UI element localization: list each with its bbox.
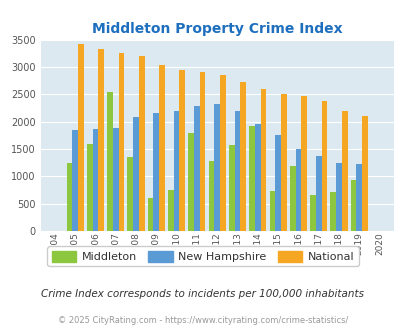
- Bar: [139, 56, 144, 231]
- Bar: [147, 198, 153, 231]
- Bar: [98, 49, 104, 231]
- Bar: [179, 70, 185, 231]
- Bar: [228, 145, 234, 231]
- Bar: [280, 94, 286, 231]
- Bar: [234, 111, 240, 231]
- Bar: [260, 89, 266, 231]
- Bar: [214, 104, 220, 231]
- Bar: [350, 180, 356, 231]
- Bar: [107, 91, 113, 231]
- Bar: [341, 111, 347, 231]
- Bar: [87, 144, 92, 231]
- Bar: [173, 111, 179, 231]
- Bar: [240, 82, 245, 231]
- Bar: [249, 126, 254, 231]
- Bar: [199, 72, 205, 231]
- Bar: [321, 101, 326, 231]
- Bar: [289, 166, 295, 231]
- Bar: [301, 96, 306, 231]
- Bar: [133, 117, 139, 231]
- Bar: [159, 65, 164, 231]
- Bar: [295, 149, 301, 231]
- Bar: [361, 115, 367, 231]
- Bar: [118, 53, 124, 231]
- Bar: [356, 164, 361, 231]
- Bar: [269, 191, 275, 231]
- Bar: [315, 156, 321, 231]
- Bar: [72, 130, 78, 231]
- Bar: [275, 135, 280, 231]
- Bar: [153, 113, 159, 231]
- Bar: [113, 128, 118, 231]
- Bar: [254, 124, 260, 231]
- Bar: [168, 190, 173, 231]
- Bar: [330, 192, 335, 231]
- Bar: [127, 157, 133, 231]
- Bar: [92, 129, 98, 231]
- Text: Crime Index corresponds to incidents per 100,000 inhabitants: Crime Index corresponds to incidents per…: [41, 289, 364, 299]
- Legend: Middleton, New Hampshire, National: Middleton, New Hampshire, National: [47, 247, 358, 266]
- Bar: [78, 44, 83, 231]
- Bar: [335, 163, 341, 231]
- Bar: [194, 106, 199, 231]
- Bar: [309, 195, 315, 231]
- Bar: [208, 161, 214, 231]
- Bar: [220, 75, 225, 231]
- Bar: [188, 133, 194, 231]
- Title: Middleton Property Crime Index: Middleton Property Crime Index: [92, 22, 342, 36]
- Text: © 2025 CityRating.com - https://www.cityrating.com/crime-statistics/: © 2025 CityRating.com - https://www.city…: [58, 315, 347, 325]
- Bar: [66, 163, 72, 231]
